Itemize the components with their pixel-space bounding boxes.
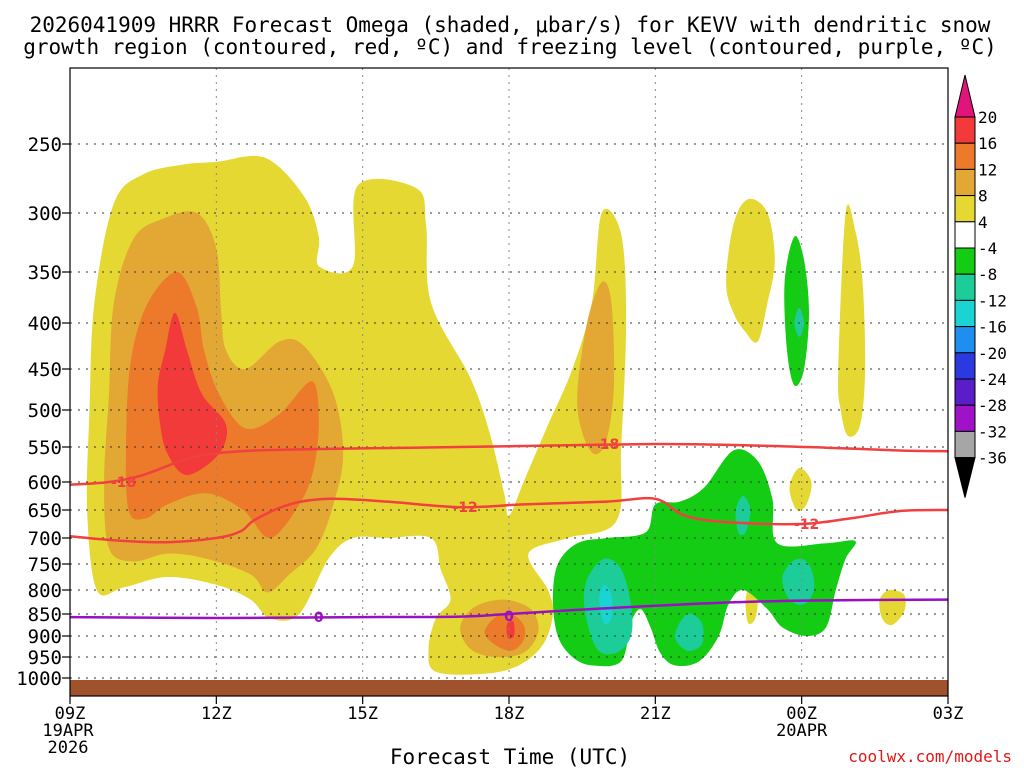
colorbar-label: -8 (978, 265, 997, 284)
y-tick-label: 750 (28, 554, 62, 576)
colorbar-label: 20 (978, 108, 997, 127)
x-tick-sublabel: 20APR (776, 721, 828, 741)
omega-region--16_to_-12-0 (599, 584, 613, 625)
contour-line (70, 598, 948, 620)
colorbar-top-arrow (954, 74, 976, 118)
x-tick-label: 09Z (55, 704, 86, 724)
omega-region-4_to_8-3 (789, 467, 812, 511)
y-tick-label: 900 (28, 626, 62, 648)
omega-region-4_to_8-1 (726, 198, 775, 343)
y-tick-label: 950 (28, 647, 62, 669)
colorbar-bottom-arrow (954, 457, 976, 498)
terrain-band (70, 680, 948, 696)
colorbar-label: 4 (978, 213, 988, 232)
omega-region--8_to_-4-2 (784, 236, 809, 387)
omega-region--12_to_-8-2 (782, 558, 815, 605)
y-tick-label: 450 (28, 359, 62, 381)
omega-region--12_to_-8-3 (735, 496, 751, 536)
contour-label: -12 (452, 500, 477, 516)
colorbar-swatch (954, 430, 976, 459)
x-tick-label: 03Z (933, 704, 964, 724)
x-tick-label: 21Z (640, 704, 671, 724)
chart-title-line-1: 2026041909 HRRR Forecast Omega (shaded, … (30, 13, 991, 37)
y-tick-label: 550 (28, 437, 62, 459)
contour--18c: -18 -18 (70, 437, 948, 491)
x-tick-sublabel: 19APR (42, 721, 94, 741)
contour-label: -18 (594, 437, 619, 453)
contour-label: -18 (111, 475, 136, 491)
contour-line (70, 496, 948, 544)
omega-region-16_to_20-0 (157, 312, 228, 475)
colorbar-swatch (954, 247, 976, 275)
colorbar-label: 16 (978, 134, 997, 153)
colorbar-label: -12 (978, 291, 1007, 310)
colorbar-label: -20 (978, 344, 1007, 363)
x-axis-title: Forecast Time (UTC) (390, 745, 630, 768)
x-tick-sublabel: 2026 (48, 738, 89, 758)
x-tick-label: 12Z (201, 704, 232, 724)
y-tick-label: 800 (28, 580, 62, 602)
omega-region-12_to_16-1 (484, 613, 526, 651)
chart-title-line-2: growth region (contoured, red, ºC) and f… (23, 35, 997, 59)
colorbar-label: -32 (978, 422, 1007, 441)
colorbar-swatch (954, 221, 976, 249)
contour-label: 0 (504, 609, 514, 625)
colorbar-swatch (954, 299, 976, 328)
colorbar-label: 12 (978, 160, 997, 179)
y-tick-label: 350 (28, 262, 62, 284)
colorbar-swatch (954, 326, 976, 354)
omega-region-4_to_8-2 (838, 204, 866, 437)
colorbar-label: -24 (978, 370, 1007, 389)
source-credit: coolwx.com/models (848, 747, 1012, 766)
colorbar-swatch (954, 195, 976, 223)
x-tick-label: 00Z (786, 704, 817, 724)
contour-line (70, 442, 948, 487)
colorbar-label: -4 (978, 239, 997, 258)
y-tick-label: 500 (28, 400, 62, 422)
contour-label: -12 (794, 517, 819, 533)
y-tick-label: 700 (28, 528, 62, 550)
colorbar-swatch (954, 168, 976, 197)
colorbar-swatch (954, 404, 976, 432)
y-tick-label: 1000 (16, 668, 62, 690)
y-tick-label: 600 (28, 472, 62, 494)
colorbar: 20 16 12 8 4 -4 -8 -12 -16 -20 -24 -28 -32 -36 (954, 74, 1007, 498)
omega-region--12_to_-8-1 (674, 613, 704, 652)
colorbar-label: -16 (978, 318, 1007, 337)
omega-region-16_to_20-1 (506, 620, 515, 639)
x-tick-label: 15Z (347, 704, 378, 724)
y-tick-label: 300 (28, 203, 62, 225)
y-tick-label: 400 (28, 313, 62, 335)
y-tick-label: 850 (28, 604, 62, 626)
y-tick-label: 650 (28, 500, 62, 522)
plot-area: -18-18-12-120 0 (70, 68, 948, 696)
y-tick-label: 250 (28, 134, 62, 156)
x-tick-label: 18Z (494, 704, 525, 724)
colorbar-label: 8 (978, 187, 988, 206)
colorbar-swatch (954, 273, 976, 301)
colorbar-label: -36 (978, 449, 1007, 468)
omega-region-8_to_12-1 (577, 281, 615, 455)
colorbar-label: -28 (978, 396, 1007, 415)
colorbar-swatch (954, 352, 976, 380)
contour-label: 0 (314, 610, 324, 626)
colorbar-swatch (954, 116, 976, 144)
colorbar-swatch (954, 142, 976, 170)
contour--12c: -12 -12 (70, 496, 948, 544)
colorbar-swatch (954, 378, 976, 406)
